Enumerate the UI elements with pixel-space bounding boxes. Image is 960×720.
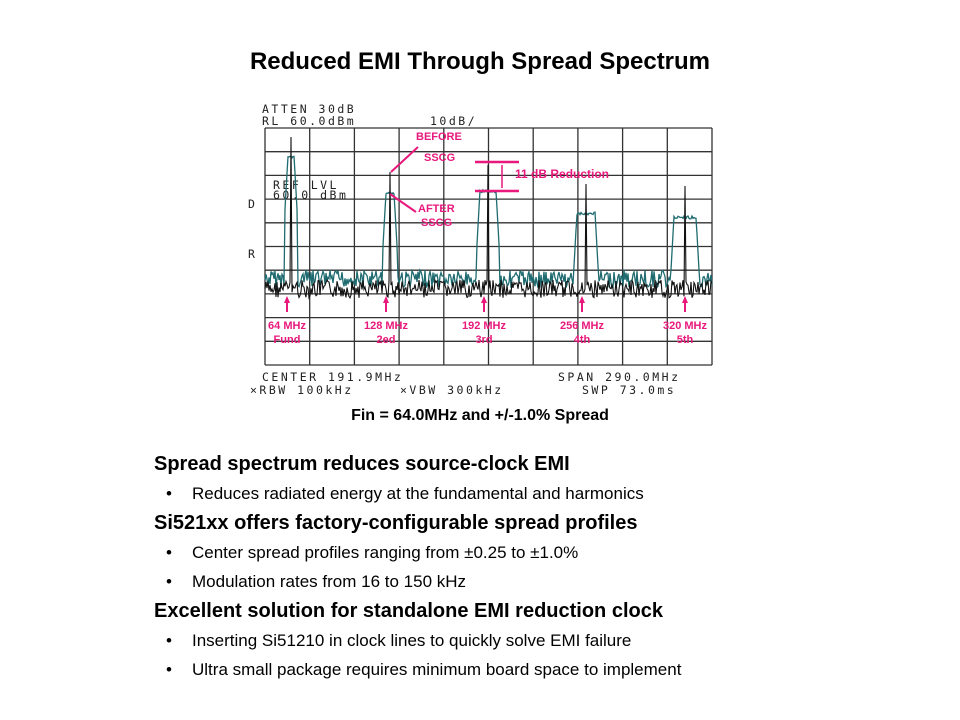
bullet-item: Inserting Si51210 in clock lines to quic… [166, 629, 681, 652]
arrowhead-icon [284, 296, 290, 303]
arrowhead-icon [481, 296, 487, 303]
ref-lvl-value: 60.0 dBm [273, 188, 348, 202]
bullet-list: Spread spectrum reduces source-clock EMI… [154, 452, 681, 687]
after-label-2: SSCG [421, 217, 452, 229]
harmonic-markers: 64 MHz Fund 128 MHz 2ed 192 MHz 3rd 256 MHz 4th… [268, 296, 708, 346]
harmonic-name-label: Fund [274, 334, 301, 346]
span-label: SPAN 290.0MHz [558, 370, 681, 384]
before-label-2: SSCG [424, 152, 455, 164]
side-d-label: D [248, 197, 257, 211]
scale-label: 10dB/ [430, 114, 477, 128]
harmonic-name-label: 3rd [475, 334, 492, 346]
after-label: AFTER [418, 203, 455, 215]
atten-label: ATTEN 30dB [262, 102, 356, 116]
before-label: BEFORE [416, 131, 462, 143]
harmonic-name-label: 5th [677, 334, 694, 346]
harmonic-freq-label: 256 MHz [560, 320, 605, 332]
bullet-item: Reduces radiated energy at the fundament… [166, 482, 681, 505]
rl-label: RL 60.0dBm [262, 114, 356, 128]
after-arrow-icon [389, 193, 417, 213]
before-arrow-icon [390, 146, 419, 173]
spectrum-analyzer-plot: ATTEN 30dB RL 60.0dBm 10dB/ D R REF LVL … [248, 102, 713, 397]
bullet-item: Center spread profiles ranging from ±0.2… [166, 541, 681, 564]
center-label: CENTER 191.9MHz [262, 370, 403, 384]
section-heading: Excellent solution for standalone EMI re… [154, 600, 663, 622]
section-heading: Si521xx offers factory-configurable spre… [154, 512, 638, 534]
reduction-marker [475, 160, 519, 193]
bullet-item: Ultra small package requires minimum boa… [166, 658, 681, 681]
figure-caption: Fin = 64.0MHz and +/-1.0% Spread [351, 407, 609, 424]
reduction-label: 11 dB Reduction [515, 167, 609, 181]
harmonic-name-label: 2ed [377, 334, 396, 346]
harmonic-name-label: 4th [574, 334, 591, 346]
harmonic-freq-label: 64 MHz [268, 320, 306, 332]
before-sscg-trace [264, 136, 713, 300]
arrowhead-icon [383, 296, 389, 303]
ref-lvl-label: REF LVL [273, 178, 339, 192]
arrowhead-icon [682, 296, 688, 303]
harmonic-freq-label: 128 MHz [364, 320, 409, 332]
swp-label: SWP 73.0ms [582, 383, 676, 397]
harmonic-freq-label: 320 MHz [663, 320, 708, 332]
bullet-item: Modulation rates from 16 to 150 kHz [166, 570, 681, 593]
section-heading: Spread spectrum reduces source-clock EMI [154, 453, 570, 475]
vbw-label: ×VBW 300kHz [400, 383, 504, 397]
harmonic-freq-label: 192 MHz [462, 320, 507, 332]
rbw-label: ×RBW 100kHz [250, 383, 354, 397]
side-r-label: R [248, 247, 257, 261]
arrowhead-icon [579, 296, 585, 303]
slide-title: Reduced EMI Through Spread Spectrum [249, 48, 711, 75]
